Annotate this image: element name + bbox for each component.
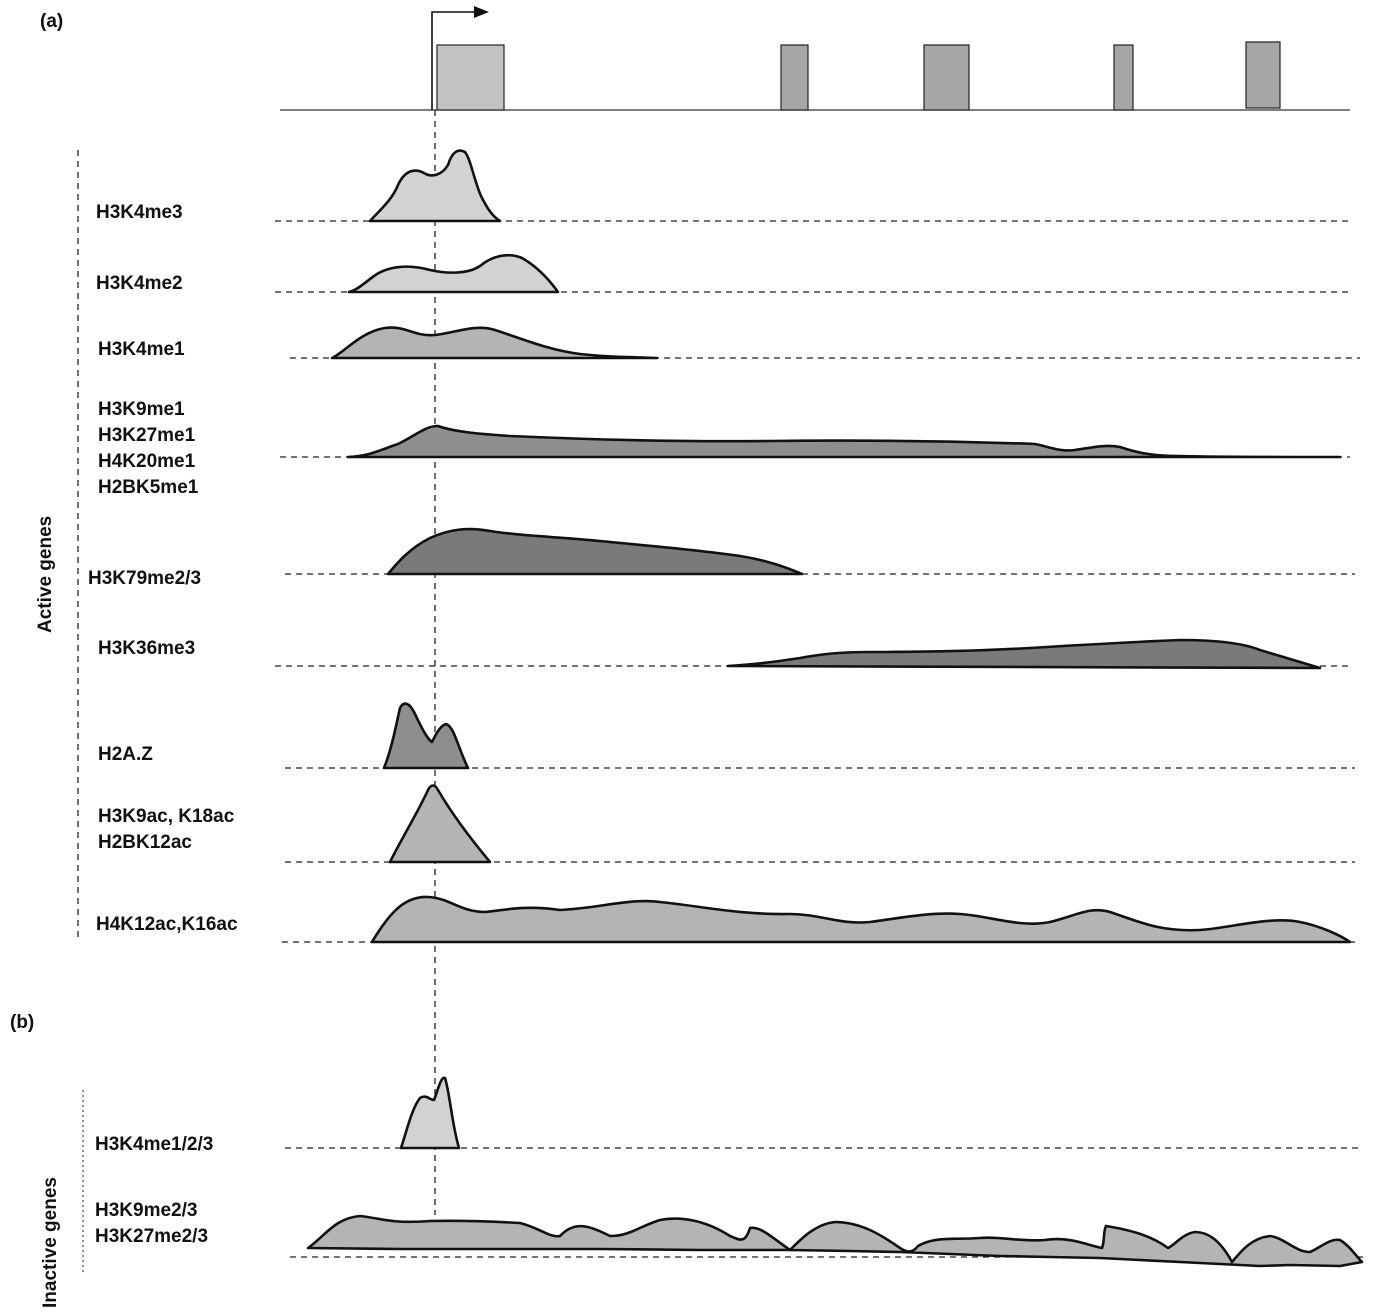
track-monomethyl-group: H3K9me1 H3K27me1 H4K20me1 H2BK5me1 <box>98 399 1350 498</box>
track-profile <box>399 1076 461 1150</box>
exon-3 <box>923 44 970 111</box>
track-profile <box>330 326 659 360</box>
panel-label-a: (a) <box>40 11 63 32</box>
track-profile <box>386 527 804 576</box>
track-label-line-1: H3K9me1 <box>98 399 185 420</box>
panel-label-b: (b) <box>10 1012 34 1033</box>
track-profile <box>368 149 502 223</box>
track-profile <box>726 638 1322 670</box>
track-h3k4me3: H3K4me3 <box>96 149 1350 223</box>
track-acetyl-h3: H3K9ac, K18ac H2BK12ac <box>98 784 1355 864</box>
track-label-line-1: H3K9me2/3 <box>95 1200 197 1221</box>
track-label-line-2: H3K27me2/3 <box>95 1226 208 1247</box>
track-label: H3K79me2/3 <box>88 568 201 589</box>
track-label-line-2: H2BK12ac <box>98 832 192 853</box>
track-h3k79me23: H3K79me2/3 <box>88 527 1355 589</box>
track-label-line-3: H4K20me1 <box>98 451 196 472</box>
track-h3k4me2: H3K4me2 <box>96 253 1350 294</box>
tss-arrow <box>431 11 478 110</box>
track-profile <box>388 784 492 864</box>
track-repressive-marks: H3K9me2/3 H3K27me2/3 <box>95 1200 1365 1268</box>
track-h4k12ac-k16ac: H4K12ac,K16ac <box>96 895 1355 944</box>
inactive-genes-label: Inactive genes <box>40 1177 61 1308</box>
track-label-line-2: H3K27me1 <box>98 425 196 446</box>
track-label: H2A.Z <box>98 744 153 765</box>
track-h3k4me1: H3K4me1 <box>98 326 1360 360</box>
track-label: H3K36me3 <box>98 638 195 659</box>
track-profile <box>370 895 1352 944</box>
track-label: H3K4me1/2/3 <box>95 1134 213 1155</box>
track-label-line-4: H2BK5me1 <box>98 477 199 498</box>
track-label-line-1: H3K9ac, K18ac <box>98 806 235 827</box>
tss-arrow-head <box>474 6 489 18</box>
track-label: H4K12ac,K16ac <box>96 914 238 935</box>
track-label: H3K4me3 <box>96 202 183 223</box>
track-profile <box>306 1214 1364 1268</box>
active-genes-label: Active genes <box>35 516 56 633</box>
exon-2 <box>780 44 809 111</box>
gene-model <box>280 6 1350 111</box>
exon-5 <box>1245 41 1281 109</box>
track-h2az: H2A.Z <box>98 702 1355 770</box>
track-profile <box>382 702 470 770</box>
track-label: H3K4me1 <box>98 339 185 360</box>
track-h3k36me3: H3K36me3 <box>98 638 1350 670</box>
exon-4 <box>1113 44 1134 111</box>
exon-1 <box>436 44 505 111</box>
track-label: H3K4me2 <box>96 273 183 294</box>
track-profile <box>346 424 1342 459</box>
track-h3k4me123-inactive: H3K4me1/2/3 <box>95 1076 1358 1155</box>
track-profile <box>347 253 560 294</box>
